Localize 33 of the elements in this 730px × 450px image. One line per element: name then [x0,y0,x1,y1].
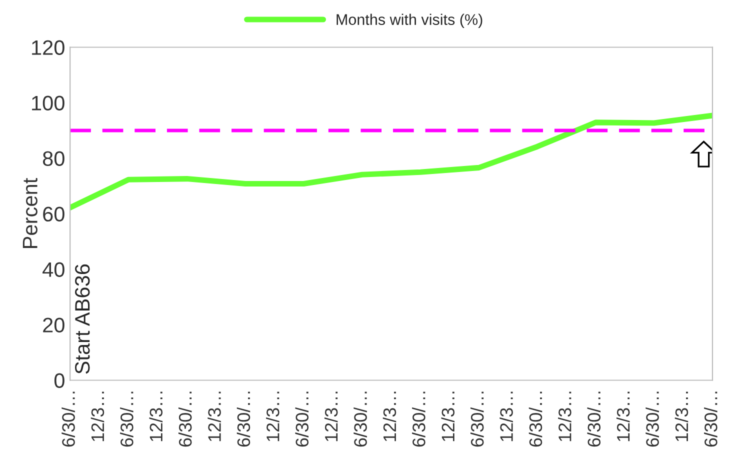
x-tick-label: 12/3… [382,392,396,442]
y-tick-label: 60 [43,206,64,222]
x-tick-label: 6/30/… [295,392,309,447]
y-tick-label: 100 [32,96,64,111]
x-tick-label: 6/30/… [236,392,250,447]
y-tick-label: 0 [54,373,64,388]
legend-label: Months with visits (%) [336,14,482,28]
y-axis-title: Percent [22,178,38,248]
x-tick-label: 6/30/… [354,392,367,447]
x-tick-label: 12/3… [149,392,163,442]
x-tick-label: 12/3… [266,392,280,442]
x-tick-label: 6/30/… [178,392,192,447]
y-tick-label: 20 [43,318,64,333]
x-tick-label: 12/3… [208,392,221,442]
y-tick-label: 40 [42,262,64,278]
x-tick-label: 6/30/… [528,392,542,447]
x-tick-label: 12/3… [441,392,455,442]
x-tick-label: 6/30/… [62,392,75,447]
y-tick-label: 80 [42,151,64,166]
x-tick-label: 12/3… [674,392,688,442]
y-tick-label: 120 [32,40,64,56]
x-tick-label: 12/3… [616,392,630,442]
x-tick-label: 6/30/… [120,392,134,447]
x-tick-label: 12/3… [90,392,104,442]
x-tick-label: 6/30/… [587,392,601,447]
x-tick-label: 12/3… [500,392,513,442]
x-tick-label: 6/30/… [412,392,426,447]
x-tick-label: 6/30/… [704,392,718,447]
x-tick-label: 12/3… [558,392,572,442]
x-tick-label: 6/30/… [646,392,659,447]
annotation: Start AB636 [75,264,90,374]
x-tick-label: 12/3… [324,392,338,442]
x-tick-label: 6/30/… [470,392,484,447]
